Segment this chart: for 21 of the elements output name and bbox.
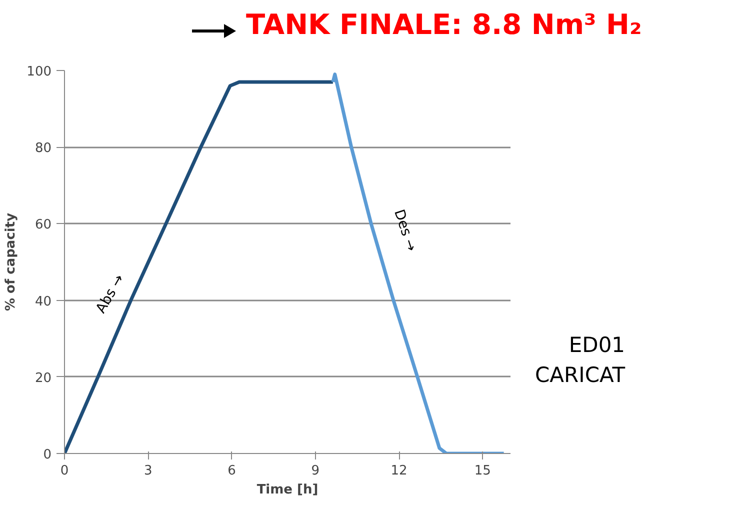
x-axis-title: Time [h] xyxy=(256,482,318,498)
y-tick-label: 80 xyxy=(34,141,52,156)
y-tick-label: 0 xyxy=(43,448,52,462)
x-tick-label: 3 xyxy=(144,464,152,478)
line-series xyxy=(64,80,335,454)
y-tick-label: 60 xyxy=(34,218,52,233)
text: CARICAT xyxy=(535,363,626,388)
x-tick-label: 6 xyxy=(228,464,236,478)
y-tick-label: 40 xyxy=(34,294,52,310)
annotation: Des → xyxy=(390,208,420,254)
text: ED01 xyxy=(568,333,626,357)
x-tick-label: 15 xyxy=(474,464,491,478)
x-tick-label: 9 xyxy=(311,464,320,478)
line-series xyxy=(331,72,506,454)
y-axis-title: % of capacity xyxy=(4,212,19,312)
y-tick-label: 100 xyxy=(26,64,52,80)
x-tick-label: 0 xyxy=(60,464,69,478)
x-tick-label: 12 xyxy=(390,464,408,478)
chart-title: TANK FINALE: 8.8 Nm³ H₂ xyxy=(246,8,642,41)
annotation: Abs → xyxy=(93,272,128,316)
y-tick-label: 20 xyxy=(34,370,52,386)
